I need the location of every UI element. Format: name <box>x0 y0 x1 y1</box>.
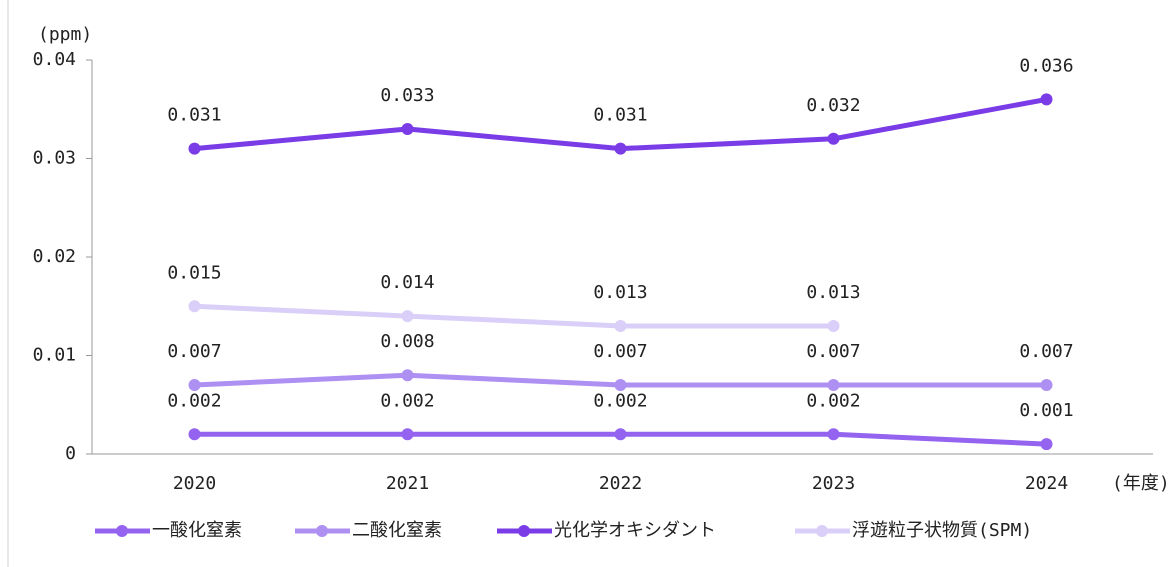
legend-label: 光化学オキシダント <box>554 520 716 541</box>
series-line <box>194 303 834 329</box>
data-label: 0.032 <box>806 95 860 116</box>
marker <box>614 319 627 332</box>
marker <box>1040 93 1053 106</box>
data-label: 0.007 <box>1019 341 1073 362</box>
x-tick-label: 2022 <box>599 473 642 494</box>
x-tick-label: 2020 <box>173 473 216 494</box>
legend-label: 浮遊粒子状物質(SPM) <box>852 520 1032 541</box>
legend-label: 二酸化窒素 <box>352 520 442 541</box>
data-label: 0.002 <box>380 390 434 411</box>
data-label: 0.007 <box>806 341 860 362</box>
marker <box>401 122 414 135</box>
marker <box>827 379 840 392</box>
marker <box>827 319 840 332</box>
x-tick-label: 2023 <box>812 473 855 494</box>
y-tick-label: 0 <box>65 443 76 464</box>
data-label: 0.002 <box>167 390 221 411</box>
y-tick-label: 0.04 <box>33 49 76 70</box>
marker <box>1040 379 1053 392</box>
legend-marker <box>116 525 128 537</box>
legend-label: 一酸化窒素 <box>152 520 242 541</box>
x-tick-label: 2021 <box>386 473 429 494</box>
data-label: 0.001 <box>1019 400 1073 421</box>
marker <box>827 132 840 145</box>
data-label: 0.008 <box>380 331 434 352</box>
y-tick-label: 0.03 <box>33 148 76 169</box>
marker <box>188 300 201 313</box>
x-tick-label: 2024 <box>1025 473 1068 494</box>
data-label: 0.007 <box>167 341 221 362</box>
data-label: 0.033 <box>380 85 434 106</box>
data-label: 0.031 <box>167 105 221 126</box>
legend-marker <box>816 525 828 537</box>
legend-marker <box>316 525 328 537</box>
data-label: 0.013 <box>806 282 860 303</box>
marker <box>614 142 627 155</box>
data-label: 0.014 <box>380 272 434 293</box>
y-tick-label: 0.01 <box>33 345 76 366</box>
marker <box>1040 438 1053 451</box>
y-tick-label: 0.02 <box>33 246 76 267</box>
data-label: 0.036 <box>1019 55 1073 76</box>
data-label: 0.002 <box>806 390 860 411</box>
data-label: 0.002 <box>593 390 647 411</box>
data-label: 0.013 <box>593 282 647 303</box>
marker <box>188 379 201 392</box>
data-label: 0.031 <box>593 105 647 126</box>
marker <box>188 142 201 155</box>
x-axis-label: (年度) <box>1112 473 1170 494</box>
marker <box>614 379 627 392</box>
marker <box>401 310 414 323</box>
data-label: 0.007 <box>593 341 647 362</box>
marker <box>614 428 627 441</box>
legend-marker <box>518 525 530 537</box>
data-label: 0.015 <box>167 262 221 283</box>
marker <box>188 428 201 441</box>
marker <box>401 369 414 382</box>
marker <box>827 428 840 441</box>
y-axis-label: (ppm) <box>38 24 92 45</box>
marker <box>401 428 414 441</box>
